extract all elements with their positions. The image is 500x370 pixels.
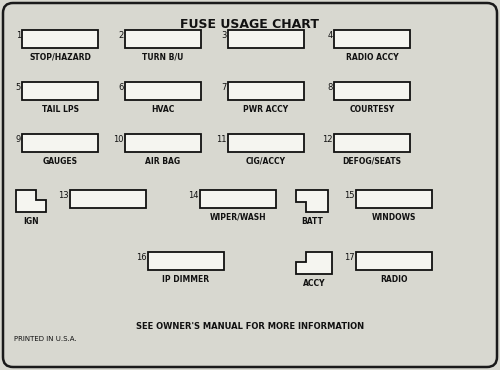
Bar [125, 30, 201, 48]
Text: 15: 15 [344, 191, 355, 200]
Text: HVAC: HVAC [152, 105, 174, 114]
Bar [22, 82, 98, 100]
Text: 13: 13 [58, 191, 69, 200]
Text: STOP/HAZARD: STOP/HAZARD [29, 53, 91, 62]
Text: 5: 5 [16, 83, 21, 92]
Text: 1: 1 [16, 31, 21, 40]
Bar [228, 134, 304, 152]
Text: 14: 14 [188, 191, 199, 200]
Text: 2: 2 [119, 31, 124, 40]
Bar [70, 190, 146, 208]
Bar [334, 82, 410, 100]
Text: 12: 12 [322, 135, 333, 144]
Bar [228, 82, 304, 100]
Bar [356, 190, 432, 208]
Text: TAIL LPS: TAIL LPS [42, 105, 78, 114]
Bar [200, 190, 276, 208]
Text: 4: 4 [328, 31, 333, 40]
Text: FUSE USAGE CHART: FUSE USAGE CHART [180, 18, 320, 31]
Text: SEE OWNER'S MANUAL FOR MORE INFORMATION: SEE OWNER'S MANUAL FOR MORE INFORMATION [136, 322, 364, 331]
Bar [22, 30, 98, 48]
Text: ACCY: ACCY [303, 279, 325, 288]
Bar [22, 134, 98, 152]
Text: 16: 16 [136, 253, 147, 262]
Text: PWR ACCY: PWR ACCY [244, 105, 288, 114]
Text: 10: 10 [114, 135, 124, 144]
Text: WIPER/WASH: WIPER/WASH [210, 213, 266, 222]
Text: COURTESY: COURTESY [350, 105, 395, 114]
Text: CIG/ACCY: CIG/ACCY [246, 157, 286, 166]
FancyBboxPatch shape [3, 3, 497, 367]
Text: WINDOWS: WINDOWS [372, 213, 416, 222]
Bar [334, 134, 410, 152]
Text: AIR BAG: AIR BAG [146, 157, 180, 166]
Text: 7: 7 [222, 83, 227, 92]
Text: DEFOG/SEATS: DEFOG/SEATS [342, 157, 402, 166]
Text: 8: 8 [328, 83, 333, 92]
Text: 6: 6 [118, 83, 124, 92]
Polygon shape [16, 190, 46, 212]
Text: PRINTED IN U.S.A.: PRINTED IN U.S.A. [14, 336, 76, 342]
Text: BATT: BATT [301, 217, 323, 226]
Bar [228, 30, 304, 48]
Text: RADIO: RADIO [380, 275, 408, 284]
Text: 17: 17 [344, 253, 355, 262]
Text: 11: 11 [216, 135, 227, 144]
Bar [148, 252, 224, 270]
Bar [356, 252, 432, 270]
Polygon shape [296, 252, 332, 274]
Text: IGN: IGN [23, 217, 39, 226]
Text: RADIO ACCY: RADIO ACCY [346, 53, 399, 62]
Bar [334, 30, 410, 48]
Text: 9: 9 [16, 135, 21, 144]
Bar [125, 134, 201, 152]
Text: IP DIMMER: IP DIMMER [162, 275, 210, 284]
Polygon shape [296, 190, 328, 212]
Text: 3: 3 [222, 31, 227, 40]
Text: TURN B/U: TURN B/U [142, 53, 184, 62]
Text: GAUGES: GAUGES [42, 157, 78, 166]
Bar [125, 82, 201, 100]
